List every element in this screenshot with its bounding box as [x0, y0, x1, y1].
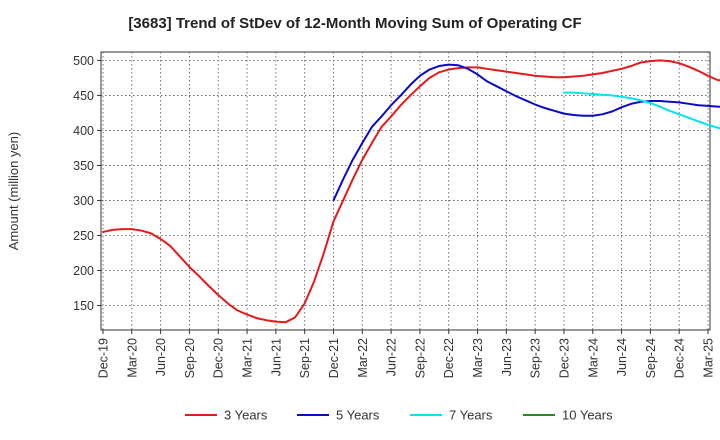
- chart-title: [3683] Trend of StDev of 12-Month Moving…: [128, 15, 581, 32]
- x-tick-label-Mar-23: Mar-23: [471, 338, 485, 378]
- y-tick-label-450: 450: [73, 89, 94, 103]
- x-tick-label-Sep-23: Sep-23: [529, 338, 543, 378]
- x-tick-label-Mar-24: Mar-24: [586, 338, 600, 378]
- y-tick-label-150: 150: [73, 299, 94, 313]
- y-axis-label: Amount (million yen): [6, 132, 21, 251]
- x-tick-label-Jun-20: Jun-20: [154, 338, 168, 376]
- x-tick-label-Mar-21: Mar-21: [241, 338, 255, 378]
- y-tick-label-500: 500: [73, 54, 94, 68]
- y-tick-label-250: 250: [73, 229, 94, 243]
- x-tick-label-Jun-23: Jun-23: [500, 338, 514, 376]
- x-tick-label-Mar-22: Mar-22: [356, 338, 370, 378]
- legend-label-7-years: 7 Years: [449, 408, 493, 423]
- y-tick-label-350: 350: [73, 159, 94, 173]
- series-line-3-years: [102, 59, 720, 324]
- x-tick-label-Dec-24: Dec-24: [673, 338, 687, 378]
- x-tick-label-Sep-24: Sep-24: [644, 338, 658, 378]
- x-tick-label-Dec-19: Dec-19: [97, 338, 111, 378]
- x-tick-label-Mar-20: Mar-20: [125, 338, 139, 378]
- y-tick-label-200: 200: [73, 264, 94, 278]
- series-line-7-years: [562, 91, 720, 130]
- legend-label-5-years: 5 Years: [336, 408, 380, 423]
- axis-ticks: 150 200 250 300 350 400 450 500 Dec-19 Mar-20 Jun-…: [73, 54, 715, 378]
- series-line-5-years: [332, 63, 720, 202]
- x-tick-label-Mar-25: Mar-25: [702, 338, 716, 378]
- y-tick-label-300: 300: [73, 194, 94, 208]
- x-tick-label-Dec-22: Dec-22: [442, 338, 456, 378]
- x-tick-label-Sep-21: Sep-21: [298, 338, 312, 378]
- x-tick-label-Dec-23: Dec-23: [557, 338, 571, 378]
- x-tick-label-Jun-22: Jun-22: [385, 338, 399, 376]
- grid-lines: [101, 52, 710, 330]
- legend: 3 Years 5 Years 7 Years 10 Years: [185, 408, 613, 423]
- x-tick-label-Dec-20: Dec-20: [212, 338, 226, 378]
- plot-area: [100, 51, 711, 331]
- x-tick-label-Jun-24: Jun-24: [615, 338, 629, 376]
- x-tick-label-Sep-20: Sep-20: [183, 338, 197, 378]
- y-tick-label-400: 400: [73, 124, 94, 138]
- x-tick-label-Dec-21: Dec-21: [327, 338, 341, 378]
- x-tick-label-Sep-22: Sep-22: [413, 338, 427, 378]
- x-tick-label-Jun-21: Jun-21: [269, 338, 283, 376]
- series-lines: [102, 59, 720, 324]
- legend-label-3-years: 3 Years: [224, 408, 268, 423]
- legend-label-10-years: 10 Years: [562, 408, 613, 423]
